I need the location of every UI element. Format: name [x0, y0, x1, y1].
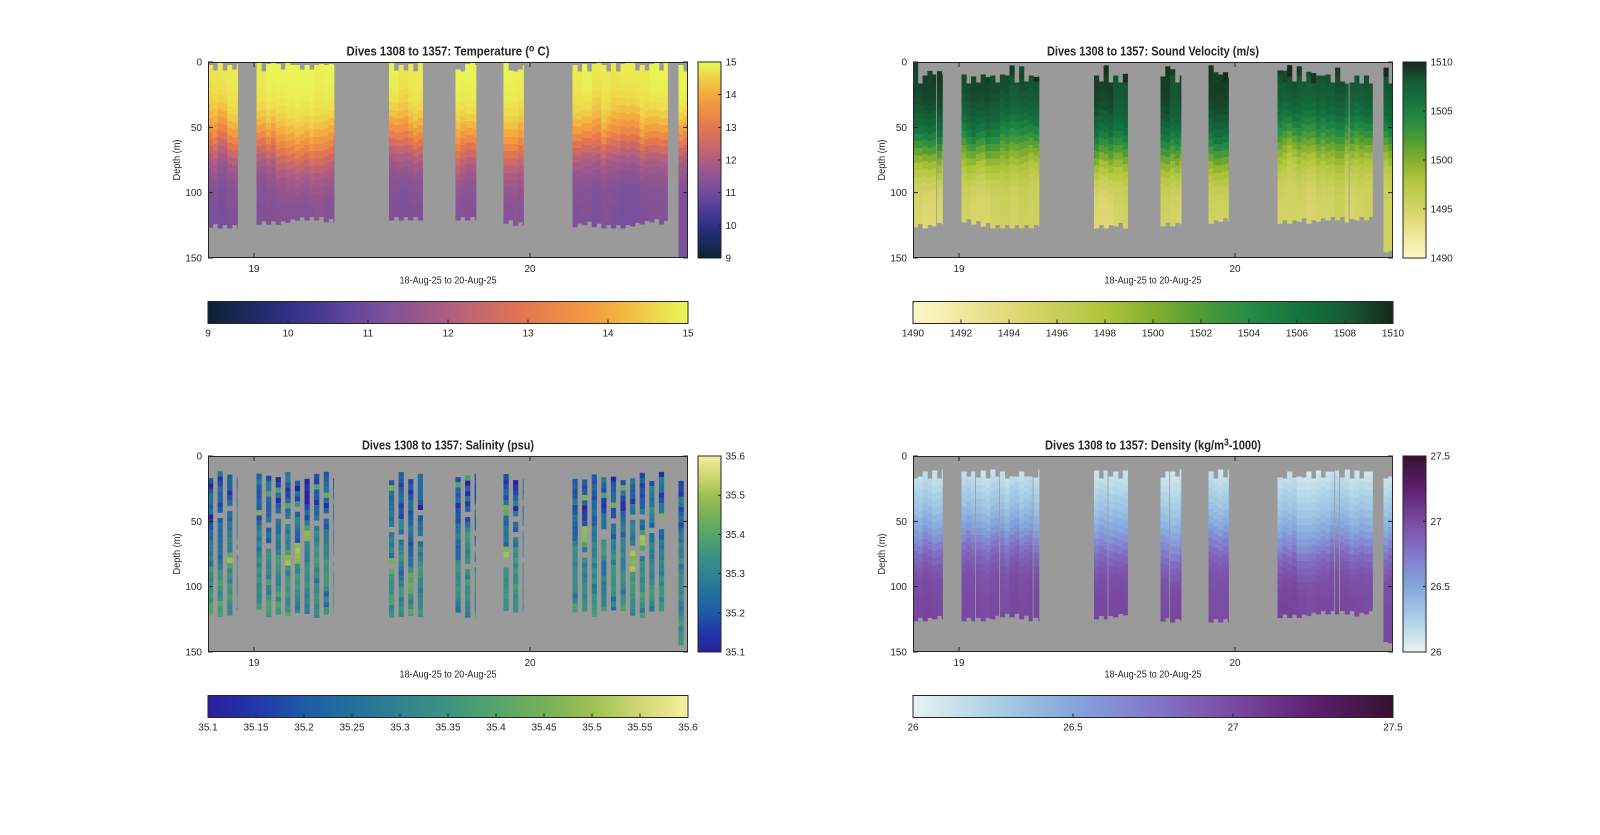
- svg-text:35.25: 35.25: [339, 723, 364, 734]
- svg-text:35.2: 35.2: [726, 608, 746, 619]
- svg-text:1494: 1494: [998, 329, 1021, 340]
- svg-text:Depth (m): Depth (m): [172, 140, 183, 181]
- svg-text:1490: 1490: [902, 329, 925, 340]
- svg-text:35.6: 35.6: [678, 723, 698, 734]
- svg-text:1500: 1500: [1431, 156, 1454, 167]
- svg-text:9: 9: [726, 254, 732, 265]
- svg-text:1506: 1506: [1286, 329, 1309, 340]
- svg-text:0: 0: [901, 452, 907, 463]
- svg-text:150: 150: [185, 648, 202, 659]
- svg-text:1495: 1495: [1431, 205, 1454, 216]
- svg-text:1500: 1500: [1142, 329, 1165, 340]
- svg-text:50: 50: [191, 123, 203, 134]
- svg-text:50: 50: [191, 517, 203, 528]
- svg-text:20: 20: [524, 658, 536, 669]
- svg-text:100: 100: [890, 582, 907, 593]
- svg-text:150: 150: [890, 254, 907, 265]
- svg-text:26.5: 26.5: [1063, 723, 1083, 734]
- svg-text:35.6: 35.6: [726, 452, 746, 463]
- svg-text:19: 19: [248, 658, 260, 669]
- svg-text:15: 15: [726, 58, 738, 69]
- svg-text:35.4: 35.4: [726, 530, 746, 541]
- svg-text:Dives 1308 to 1357: Sound Velo: Dives 1308 to 1357: Sound Velocity (m/s): [1047, 44, 1259, 59]
- svg-text:35.3: 35.3: [390, 723, 410, 734]
- svg-text:50: 50: [896, 517, 908, 528]
- svg-text:35.5: 35.5: [726, 491, 746, 502]
- svg-text:27: 27: [1431, 517, 1443, 528]
- svg-text:35.55: 35.55: [627, 723, 652, 734]
- svg-text:1510: 1510: [1431, 58, 1454, 69]
- svg-text:10: 10: [726, 221, 738, 232]
- svg-text:14: 14: [602, 329, 614, 340]
- svg-text:14: 14: [726, 90, 738, 101]
- svg-text:100: 100: [185, 582, 202, 593]
- svg-text:35.1: 35.1: [198, 723, 218, 734]
- svg-text:35.1: 35.1: [726, 648, 746, 659]
- svg-text:1510: 1510: [1382, 329, 1405, 340]
- svg-text:12: 12: [726, 156, 738, 167]
- svg-text:100: 100: [185, 188, 202, 199]
- svg-text:Dives 1308 to 1357: Salinity (: Dives 1308 to 1357: Salinity (psu): [362, 438, 534, 453]
- svg-text:Depth (m): Depth (m): [877, 140, 888, 181]
- svg-text:26: 26: [1431, 648, 1443, 659]
- svg-text:Depth (m): Depth (m): [172, 534, 183, 575]
- svg-text:11: 11: [363, 329, 374, 340]
- svg-text:35.4: 35.4: [486, 723, 506, 734]
- svg-text:20: 20: [1229, 658, 1241, 669]
- svg-text:0: 0: [196, 58, 202, 69]
- svg-text:150: 150: [890, 648, 907, 659]
- svg-text:20: 20: [1229, 264, 1241, 275]
- svg-text:1490: 1490: [1431, 254, 1454, 265]
- svg-text:12: 12: [442, 329, 454, 340]
- svg-text:1502: 1502: [1190, 329, 1213, 340]
- svg-text:13: 13: [522, 329, 534, 340]
- svg-text:1492: 1492: [950, 329, 973, 340]
- svg-text:1508: 1508: [1334, 329, 1357, 340]
- svg-text:19: 19: [248, 264, 260, 275]
- svg-text:26: 26: [907, 723, 919, 734]
- svg-text:100: 100: [890, 188, 907, 199]
- svg-text:1498: 1498: [1094, 329, 1117, 340]
- svg-text:Depth (m): Depth (m): [877, 534, 888, 575]
- svg-text:15: 15: [682, 329, 694, 340]
- svg-text:20: 20: [524, 264, 536, 275]
- svg-text:9: 9: [205, 329, 211, 340]
- svg-text:18-Aug-25 to 20-Aug-25: 18-Aug-25 to 20-Aug-25: [1105, 670, 1202, 681]
- svg-text:13: 13: [726, 123, 738, 134]
- svg-text:1504: 1504: [1238, 329, 1261, 340]
- svg-text:Dives 1308 to 1357: Temperatur: Dives 1308 to 1357: Temperature (o C): [347, 44, 550, 59]
- svg-text:18-Aug-25 to 20-Aug-25: 18-Aug-25 to 20-Aug-25: [400, 670, 497, 681]
- svg-text:1496: 1496: [1046, 329, 1069, 340]
- svg-text:Dives 1308 to 1357: Density (k: Dives 1308 to 1357: Density (kg/m3-1000): [1045, 438, 1261, 453]
- svg-text:11: 11: [726, 188, 737, 199]
- svg-text:0: 0: [901, 58, 907, 69]
- svg-text:0: 0: [196, 452, 202, 463]
- svg-text:10: 10: [282, 329, 294, 340]
- svg-text:35.35: 35.35: [435, 723, 460, 734]
- svg-text:35.2: 35.2: [294, 723, 314, 734]
- svg-text:18-Aug-25 to 20-Aug-25: 18-Aug-25 to 20-Aug-25: [1105, 276, 1202, 287]
- svg-text:150: 150: [185, 254, 202, 265]
- svg-text:19: 19: [953, 264, 965, 275]
- svg-text:27.5: 27.5: [1431, 452, 1451, 463]
- svg-text:35.3: 35.3: [726, 569, 746, 580]
- svg-text:27: 27: [1227, 723, 1239, 734]
- svg-text:26.5: 26.5: [1431, 582, 1451, 593]
- svg-text:35.45: 35.45: [531, 723, 556, 734]
- svg-text:50: 50: [896, 123, 908, 134]
- svg-text:1505: 1505: [1431, 107, 1454, 118]
- svg-text:27.5: 27.5: [1383, 723, 1403, 734]
- svg-text:19: 19: [953, 658, 965, 669]
- svg-text:35.5: 35.5: [582, 723, 602, 734]
- svg-text:35.15: 35.15: [243, 723, 268, 734]
- svg-text:18-Aug-25 to 20-Aug-25: 18-Aug-25 to 20-Aug-25: [400, 276, 497, 287]
